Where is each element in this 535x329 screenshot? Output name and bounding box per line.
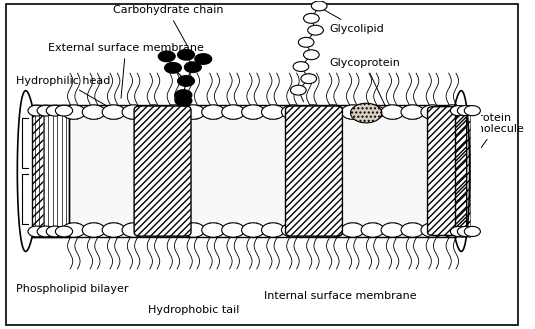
- Circle shape: [122, 105, 145, 119]
- Circle shape: [401, 223, 424, 237]
- Circle shape: [82, 223, 105, 237]
- Circle shape: [291, 85, 306, 95]
- Circle shape: [195, 54, 212, 64]
- Circle shape: [178, 76, 194, 86]
- Circle shape: [262, 223, 285, 237]
- Circle shape: [303, 13, 319, 23]
- Circle shape: [46, 105, 64, 116]
- Circle shape: [262, 105, 285, 119]
- Circle shape: [175, 90, 192, 100]
- Circle shape: [341, 223, 364, 237]
- FancyBboxPatch shape: [134, 106, 191, 236]
- Circle shape: [221, 223, 244, 237]
- Circle shape: [303, 50, 319, 60]
- Circle shape: [202, 105, 225, 119]
- FancyBboxPatch shape: [286, 106, 342, 236]
- Circle shape: [242, 105, 265, 119]
- Circle shape: [450, 226, 467, 237]
- Circle shape: [281, 223, 304, 237]
- FancyBboxPatch shape: [6, 4, 517, 325]
- Bar: [32, 105, 68, 237]
- Circle shape: [242, 223, 265, 237]
- Circle shape: [165, 63, 181, 73]
- Circle shape: [185, 62, 201, 72]
- Circle shape: [28, 105, 45, 116]
- Circle shape: [301, 74, 317, 84]
- Circle shape: [350, 103, 382, 123]
- Circle shape: [341, 105, 364, 119]
- Circle shape: [178, 49, 194, 60]
- Circle shape: [381, 223, 404, 237]
- Circle shape: [37, 105, 55, 116]
- Circle shape: [457, 106, 473, 116]
- Circle shape: [281, 105, 304, 119]
- Circle shape: [401, 105, 424, 119]
- Text: External surface membrane: External surface membrane: [48, 43, 203, 98]
- Circle shape: [361, 223, 384, 237]
- Circle shape: [142, 223, 165, 237]
- Circle shape: [56, 105, 73, 116]
- Circle shape: [142, 105, 165, 119]
- Circle shape: [421, 105, 444, 119]
- Text: Hydrophilic head: Hydrophilic head: [17, 76, 111, 109]
- Circle shape: [158, 51, 175, 62]
- Circle shape: [361, 105, 384, 119]
- Circle shape: [162, 105, 185, 119]
- Circle shape: [202, 223, 225, 237]
- Circle shape: [46, 226, 64, 237]
- Circle shape: [311, 1, 327, 11]
- Circle shape: [457, 226, 473, 237]
- Circle shape: [182, 223, 205, 237]
- Circle shape: [102, 105, 125, 119]
- Circle shape: [82, 105, 105, 119]
- Text: Carbohydrate chain: Carbohydrate chain: [112, 6, 223, 46]
- FancyBboxPatch shape: [427, 107, 467, 236]
- Text: Phospholipid bilayer: Phospholipid bilayer: [17, 284, 129, 294]
- Circle shape: [175, 95, 192, 106]
- Text: Internal surface membrane: Internal surface membrane: [264, 291, 416, 301]
- Circle shape: [102, 223, 125, 237]
- Circle shape: [322, 223, 345, 237]
- Circle shape: [381, 105, 404, 119]
- Bar: [455, 105, 481, 237]
- Text: Hydrophobic tail: Hydrophobic tail: [148, 305, 240, 315]
- Bar: [32, 105, 43, 237]
- Circle shape: [322, 105, 345, 119]
- Text: Glycoprotein: Glycoprotein: [330, 58, 401, 107]
- Circle shape: [301, 223, 324, 237]
- Circle shape: [162, 223, 185, 237]
- Circle shape: [182, 105, 205, 119]
- Circle shape: [293, 62, 309, 71]
- Circle shape: [464, 226, 480, 237]
- Bar: [455, 105, 470, 237]
- Circle shape: [308, 25, 323, 35]
- Bar: [68, 105, 455, 237]
- Circle shape: [37, 226, 55, 237]
- Text: Glycolipid: Glycolipid: [314, 4, 384, 34]
- Circle shape: [441, 105, 464, 119]
- Circle shape: [28, 226, 45, 237]
- Circle shape: [421, 223, 444, 237]
- Circle shape: [299, 38, 314, 47]
- Circle shape: [122, 223, 145, 237]
- Circle shape: [62, 105, 85, 119]
- Circle shape: [301, 105, 324, 119]
- Circle shape: [56, 226, 73, 237]
- Circle shape: [62, 223, 85, 237]
- Circle shape: [221, 105, 244, 119]
- Circle shape: [441, 223, 464, 237]
- Circle shape: [464, 106, 480, 116]
- Text: Protein
molecule: Protein molecule: [465, 113, 524, 169]
- Circle shape: [450, 106, 467, 116]
